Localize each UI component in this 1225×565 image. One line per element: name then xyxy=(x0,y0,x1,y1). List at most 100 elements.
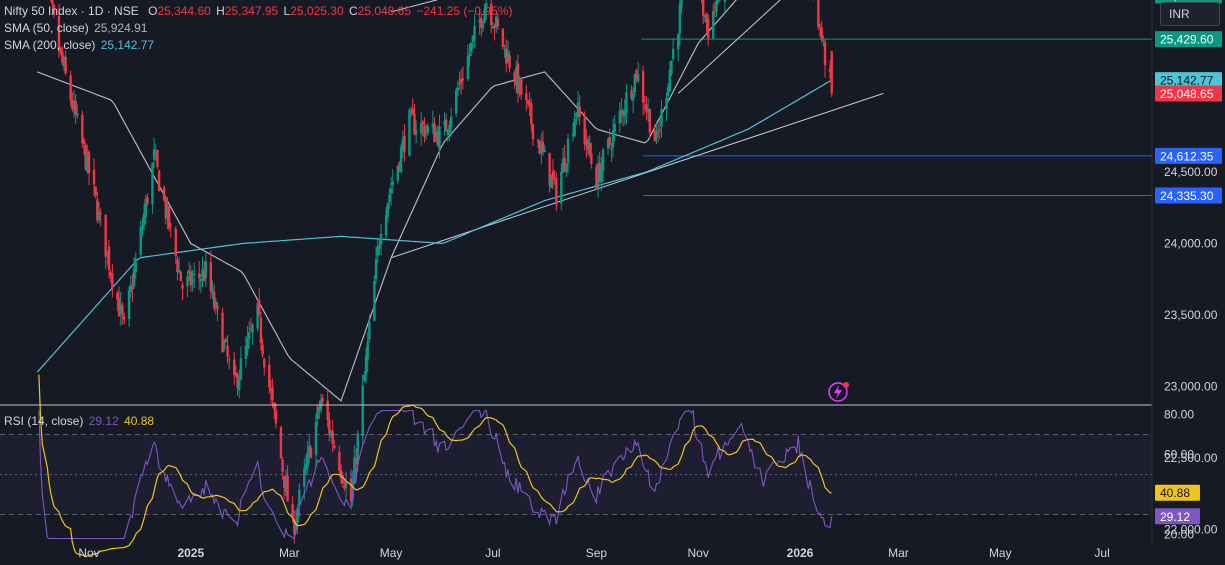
candle-body xyxy=(263,358,266,368)
candle-body xyxy=(386,203,389,217)
candle-body xyxy=(473,25,476,40)
currency-selector[interactable]: INR xyxy=(1160,2,1220,26)
candle-body xyxy=(566,138,570,163)
candle-body xyxy=(610,148,613,150)
candle-body xyxy=(530,103,533,125)
candle-body xyxy=(496,18,500,26)
candle-body xyxy=(454,89,458,114)
candle-body xyxy=(389,188,393,194)
candle-body xyxy=(239,358,243,380)
candle-body xyxy=(164,198,167,219)
candle-body xyxy=(216,305,219,310)
candle-body xyxy=(621,110,625,116)
time-axis-label: Mar xyxy=(279,546,300,560)
candle-body xyxy=(520,79,523,95)
candle-body xyxy=(630,90,633,99)
candle-body xyxy=(314,421,318,456)
candle-body xyxy=(490,3,493,26)
candle-body xyxy=(409,110,413,112)
candle-body xyxy=(823,42,827,66)
candle-body xyxy=(396,165,399,181)
candle-body xyxy=(671,48,675,60)
candle-body xyxy=(117,297,121,317)
candle-body xyxy=(107,246,111,270)
candle-body xyxy=(434,132,438,140)
candle-body xyxy=(361,385,364,436)
price-tick-label: 22,000.00 xyxy=(1164,523,1218,537)
candle-body xyxy=(132,268,136,287)
sma50-label: SMA (50, close) xyxy=(4,21,89,35)
candle-body xyxy=(233,359,236,375)
alert-icon-ring xyxy=(828,382,848,402)
candle-body xyxy=(119,304,122,314)
candle-body xyxy=(333,445,336,449)
candle-body xyxy=(211,289,214,294)
candle-body xyxy=(258,300,261,314)
candle-body xyxy=(249,328,253,330)
low-value: 25,025.30 xyxy=(290,4,344,18)
candle-body xyxy=(701,0,705,16)
candle-body xyxy=(189,271,193,286)
candle-body xyxy=(122,315,126,320)
candle-body xyxy=(283,475,286,489)
candle-body xyxy=(618,110,621,124)
candle-body xyxy=(373,280,376,322)
candle-body xyxy=(286,475,289,502)
candle-body xyxy=(121,305,124,315)
candle-body xyxy=(306,451,309,467)
symbol-title[interactable]: Nifty 50 Index · 1D · NSE xyxy=(4,4,139,18)
candle-body xyxy=(411,108,414,115)
candle-body xyxy=(157,170,161,192)
candle-body xyxy=(458,82,461,85)
rsi-tick-label: 80.00 xyxy=(1164,408,1194,422)
candle-body xyxy=(646,109,650,113)
candle-body xyxy=(251,324,254,333)
candle-body xyxy=(595,166,598,190)
candle-body xyxy=(563,157,566,170)
candle-body xyxy=(316,406,319,419)
candle-body xyxy=(166,205,169,220)
candle-body xyxy=(152,149,156,160)
high-value: 25,347.95 xyxy=(224,4,279,18)
candle-body xyxy=(419,123,423,134)
candle-body xyxy=(174,228,177,256)
candle-body xyxy=(259,317,263,344)
candle-body xyxy=(665,97,668,110)
candle-body xyxy=(349,478,353,502)
candle-body xyxy=(92,169,96,185)
candle-body xyxy=(338,451,341,471)
candle-body xyxy=(653,130,656,142)
candle-body xyxy=(192,273,196,276)
close-label: C xyxy=(348,4,358,18)
candle-body xyxy=(578,106,581,117)
candle-body xyxy=(318,407,321,410)
candle-body xyxy=(608,136,611,145)
candle-body xyxy=(304,464,308,471)
candle-body xyxy=(328,419,331,434)
candle-body xyxy=(705,13,708,23)
candle-body xyxy=(680,0,683,8)
candle-body xyxy=(636,74,640,82)
price-tick-label: 23,500.00 xyxy=(1164,308,1218,322)
candle-body xyxy=(670,60,673,74)
rsi-ma-value-tag-label: 40.88 xyxy=(1160,486,1190,500)
rsi-legend[interactable]: RSI (14, close) 29.12 40.88 xyxy=(4,413,156,430)
sma200-line xyxy=(36,79,832,373)
candle-body xyxy=(576,102,580,118)
candle-body xyxy=(326,400,329,421)
time-axis-label: Nov xyxy=(78,546,99,560)
candle-body xyxy=(111,273,114,289)
price-level-tag-label: 24,612.35 xyxy=(1160,149,1214,163)
candle-body xyxy=(573,118,576,137)
candle-body xyxy=(139,226,142,256)
rsi-tick-label: 20.00 xyxy=(1164,528,1194,542)
candle-body xyxy=(298,489,301,507)
candle-body xyxy=(515,66,518,86)
sma200-legend[interactable]: SMA (200, close) 25,142.77 xyxy=(4,37,156,54)
candle-body xyxy=(403,136,406,153)
candle-body xyxy=(61,51,64,63)
candle-body xyxy=(456,88,460,91)
sma50-legend[interactable]: SMA (50, close) 25,924.91 xyxy=(4,20,149,37)
candle-body xyxy=(296,507,299,523)
